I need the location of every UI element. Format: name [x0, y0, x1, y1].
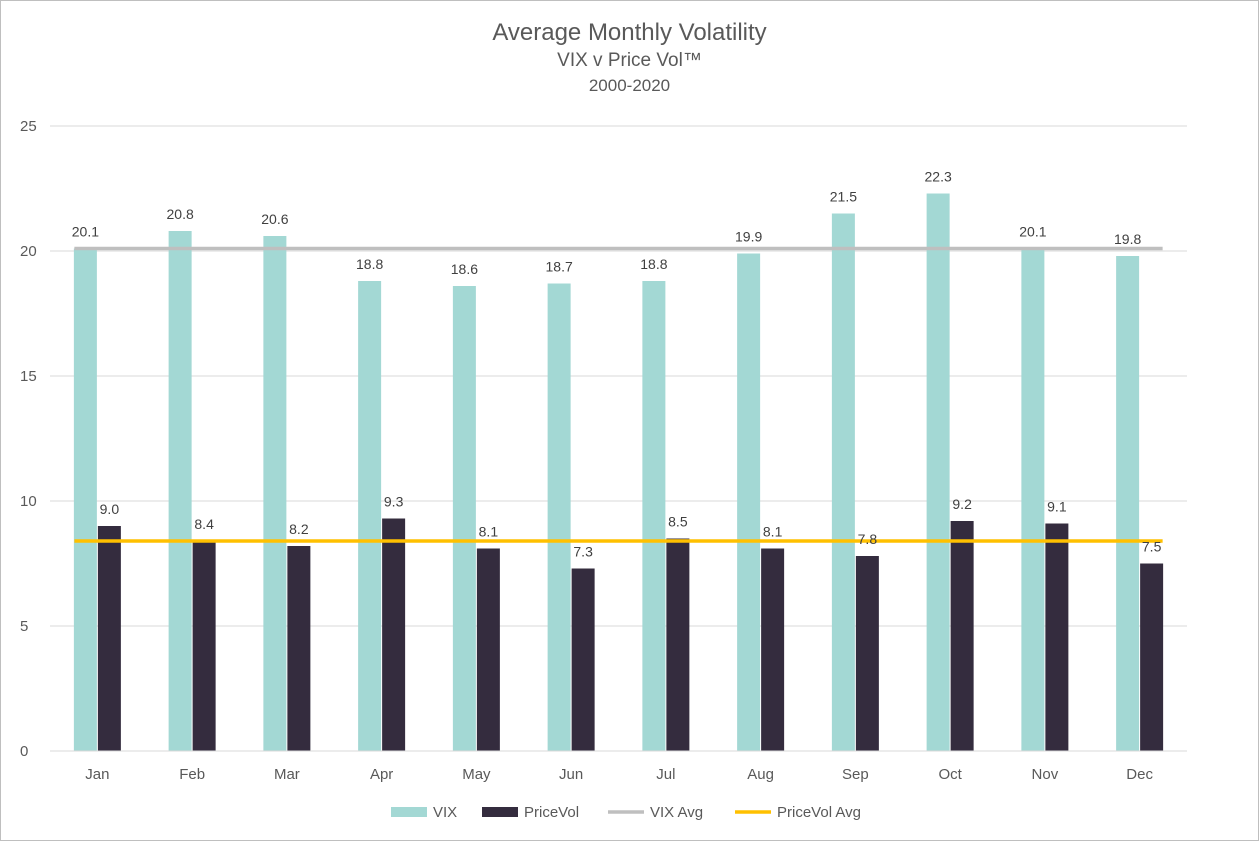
data-label-pricevol: 8.2: [289, 521, 309, 537]
bar-vix: [452, 286, 476, 751]
bar-pricevol: [1045, 523, 1069, 751]
bar-pricevol: [192, 541, 216, 751]
x-tick-label: Oct: [938, 766, 962, 783]
bar-vix: [547, 283, 571, 751]
bar-vix: [1021, 248, 1045, 751]
bar-pricevol: [97, 526, 121, 751]
bar-pricevol: [1140, 563, 1164, 751]
chart-titles: Average Monthly Volatility VIX v Price V…: [0, 18, 1259, 98]
x-tick-label: Jan: [85, 766, 109, 783]
bar-vix: [168, 231, 192, 751]
x-tick-label: Dec: [1126, 766, 1153, 783]
y-tick-label: 25: [20, 118, 37, 135]
x-tick-label: Jul: [656, 766, 675, 783]
bar-vix: [831, 213, 855, 751]
bars: [73, 193, 1164, 751]
bar-vix: [358, 281, 382, 751]
bar-pricevol: [382, 518, 406, 751]
bar-pricevol: [287, 546, 311, 751]
bar-pricevol: [571, 568, 595, 751]
bar-vix: [737, 253, 761, 751]
data-label-vix: 19.9: [735, 229, 762, 245]
x-tick-label: Aug: [747, 766, 774, 783]
x-axis: Jan Feb Mar Apr May Jun Jul Aug Sep Oct Nov Dec: [50, 750, 1187, 783]
data-label-pricevol: 7.8: [858, 531, 878, 547]
legend-swatch: [482, 807, 518, 817]
data-label-vix: 20.8: [167, 206, 194, 222]
legend-swatch: [391, 807, 427, 817]
data-label-pricevol: 9.3: [384, 494, 404, 510]
chart-date-range: 2000-2020: [588, 76, 671, 95]
y-tick-label: 20: [20, 243, 37, 260]
data-label-vix: 18.8: [640, 256, 667, 272]
data-label-pricevol: 7.3: [573, 544, 593, 560]
data-label-pricevol: 8.1: [763, 524, 783, 540]
data-label-vix: 20.6: [261, 211, 288, 227]
chart-subtitle: VIX v Price Vol™: [557, 50, 702, 71]
bar-vix: [926, 193, 950, 751]
x-tick-label: Jun: [559, 766, 583, 783]
y-tick-label: 15: [20, 368, 37, 385]
bar-pricevol: [666, 538, 690, 751]
y-tick-label: 0: [20, 743, 28, 760]
data-label-vix: 22.3: [925, 169, 952, 185]
legend-label: VIX Avg: [650, 804, 703, 821]
data-label-pricevol: 8.5: [668, 514, 688, 530]
data-label-pricevol: 9.0: [100, 501, 120, 517]
y-tick-label: 10: [20, 493, 37, 510]
x-tick-label: Apr: [370, 766, 393, 783]
data-label-pricevol: 8.1: [479, 524, 499, 540]
data-label-vix: 18.6: [451, 261, 478, 277]
data-label-pricevol: 9.2: [952, 496, 972, 512]
y-tick-label: 5: [20, 618, 28, 635]
bar-vix: [263, 236, 287, 751]
data-labels: 20.1 9.0 20.8 8.4 20.6 8.2 18.8 9.3 18.6 8.1 18.7 7…: [72, 169, 1162, 560]
x-tick-label: Sep: [842, 766, 869, 783]
legend-label: VIX: [433, 804, 457, 821]
x-tick-label: Mar: [274, 766, 300, 783]
data-label-pricevol: 9.1: [1047, 499, 1067, 515]
data-label-vix: 21.5: [830, 189, 857, 205]
data-label-vix: 19.8: [1114, 231, 1141, 247]
x-tick-label: May: [462, 766, 491, 783]
data-label-vix: 18.8: [356, 256, 383, 272]
x-tick-label: Feb: [179, 766, 205, 783]
bar-vix: [642, 281, 666, 751]
chart-title: Average Monthly Volatility: [492, 19, 767, 46]
bar-vix: [1116, 256, 1140, 751]
x-tick-label: Nov: [1032, 766, 1059, 783]
data-label-pricevol: 7.5: [1142, 539, 1162, 555]
legend-label: PriceVol Avg: [777, 804, 861, 821]
bar-pricevol: [476, 548, 500, 751]
data-label-vix: 20.1: [72, 224, 99, 240]
bar-pricevol: [950, 521, 974, 751]
bar-pricevol: [855, 556, 879, 751]
y-axis: 0 5 10 15 20 25: [20, 118, 37, 760]
data-label-vix: 18.7: [546, 259, 573, 275]
gridlines: [50, 125, 1187, 752]
data-label-vix: 20.1: [1019, 224, 1046, 240]
legend-label: PriceVol: [524, 804, 579, 821]
bar-pricevol: [761, 548, 785, 751]
data-label-pricevol: 8.4: [194, 516, 214, 532]
average-lines: [74, 246, 1163, 543]
legend: VIX PriceVol VIX Avg PriceVol Avg: [391, 804, 861, 821]
bar-vix: [73, 248, 97, 751]
